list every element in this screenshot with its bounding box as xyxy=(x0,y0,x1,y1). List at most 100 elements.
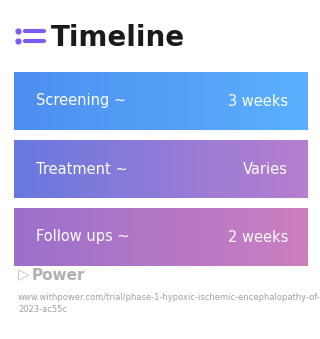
Bar xyxy=(183,140,185,198)
Bar xyxy=(247,208,249,266)
Bar xyxy=(274,140,276,198)
Bar xyxy=(186,208,188,266)
Bar xyxy=(27,208,29,266)
Bar xyxy=(268,140,270,198)
Bar xyxy=(227,72,229,130)
Bar xyxy=(115,208,117,266)
Bar xyxy=(174,208,176,266)
Bar xyxy=(275,140,277,198)
Bar xyxy=(112,140,114,198)
Bar xyxy=(52,72,54,130)
Bar xyxy=(36,72,38,130)
Bar xyxy=(265,72,267,130)
Bar xyxy=(96,72,98,130)
Bar xyxy=(188,208,191,266)
Bar xyxy=(306,72,308,130)
Bar xyxy=(256,140,258,198)
Bar xyxy=(206,72,208,130)
Bar xyxy=(284,140,286,198)
Bar xyxy=(222,72,224,130)
Bar xyxy=(205,140,207,198)
Bar xyxy=(278,140,280,198)
Bar xyxy=(246,140,248,198)
Bar xyxy=(137,208,139,266)
Bar xyxy=(82,140,84,198)
Bar xyxy=(149,140,151,198)
Bar xyxy=(143,208,145,266)
Bar xyxy=(58,208,60,266)
Bar xyxy=(225,208,227,266)
Bar xyxy=(212,140,214,198)
Bar xyxy=(177,72,179,130)
Bar xyxy=(296,72,298,130)
Bar xyxy=(118,140,120,198)
Bar xyxy=(99,208,101,266)
Bar xyxy=(178,140,180,198)
Bar xyxy=(218,72,220,130)
Bar xyxy=(228,208,230,266)
Bar xyxy=(274,208,276,266)
Bar xyxy=(247,140,249,198)
Bar xyxy=(139,208,141,266)
Bar xyxy=(74,72,76,130)
Bar xyxy=(231,72,233,130)
Bar xyxy=(17,208,19,266)
Bar xyxy=(15,72,17,130)
Bar xyxy=(233,72,235,130)
Bar xyxy=(93,208,95,266)
Bar xyxy=(260,72,262,130)
Bar xyxy=(130,208,132,266)
Bar xyxy=(202,140,204,198)
Bar xyxy=(150,140,152,198)
Bar xyxy=(108,72,110,130)
Bar xyxy=(15,208,17,266)
Bar xyxy=(202,208,204,266)
Bar xyxy=(146,208,148,266)
Bar xyxy=(252,208,254,266)
Bar xyxy=(234,208,236,266)
Bar xyxy=(208,140,210,198)
Bar xyxy=(112,72,114,130)
Bar xyxy=(100,208,102,266)
Bar xyxy=(127,72,129,130)
Bar xyxy=(80,208,82,266)
Bar xyxy=(95,208,97,266)
Bar xyxy=(14,208,16,266)
Bar xyxy=(228,72,230,130)
Bar xyxy=(305,72,307,130)
Bar xyxy=(51,72,53,130)
Bar xyxy=(290,208,292,266)
Bar xyxy=(233,140,235,198)
Bar xyxy=(175,72,177,130)
Bar xyxy=(184,140,186,198)
Bar xyxy=(65,140,67,198)
Bar xyxy=(300,140,302,198)
Bar xyxy=(55,140,57,198)
Bar xyxy=(82,208,84,266)
Bar xyxy=(134,72,136,130)
Bar xyxy=(249,140,251,198)
Bar xyxy=(32,140,34,198)
Bar xyxy=(172,72,174,130)
Bar xyxy=(84,72,86,130)
Bar xyxy=(139,140,141,198)
Bar xyxy=(177,140,179,198)
Bar xyxy=(105,72,107,130)
Bar xyxy=(278,72,280,130)
Bar xyxy=(215,140,217,198)
Bar xyxy=(14,140,16,198)
Bar xyxy=(124,208,126,266)
Bar xyxy=(92,72,94,130)
Bar xyxy=(48,72,50,130)
Bar xyxy=(255,140,257,198)
Bar xyxy=(107,140,108,198)
Bar xyxy=(109,208,111,266)
Bar xyxy=(71,208,73,266)
Bar xyxy=(167,140,169,198)
Bar xyxy=(252,140,254,198)
Bar xyxy=(209,208,211,266)
Bar xyxy=(296,140,298,198)
Bar xyxy=(112,208,114,266)
Bar xyxy=(158,140,160,198)
Bar xyxy=(272,140,274,198)
